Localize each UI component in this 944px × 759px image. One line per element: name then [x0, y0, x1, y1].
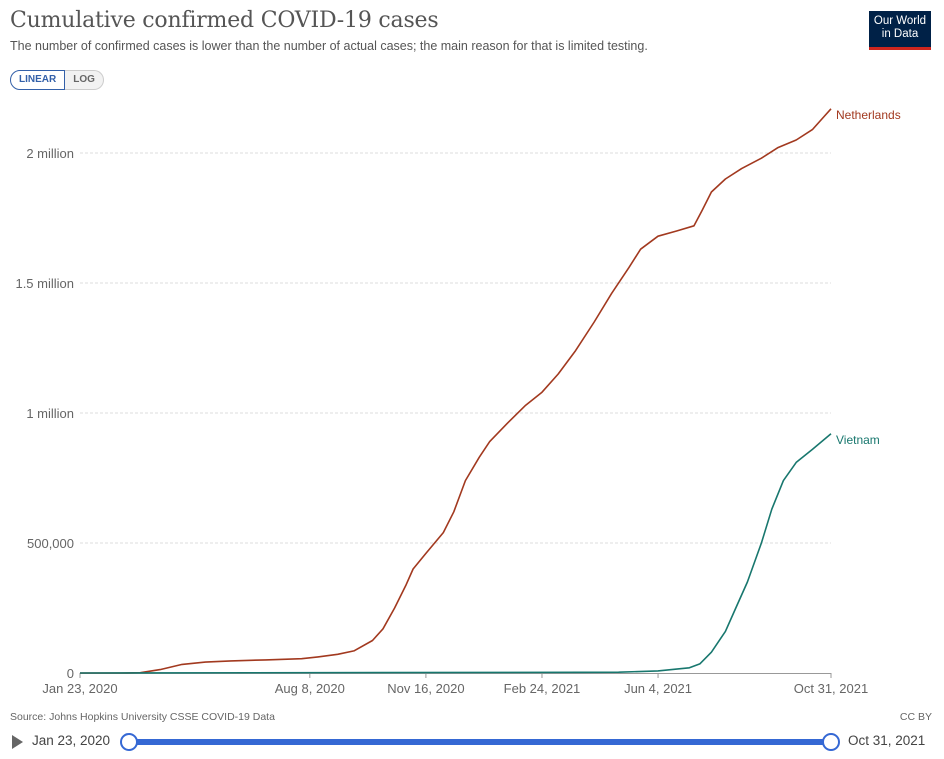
- logo-line-2: in Data: [881, 28, 919, 40]
- x-tick-label: Oct 31, 2021: [794, 681, 868, 696]
- chart-title: Cumulative confirmed COVID-19 cases: [10, 8, 439, 33]
- line-chart: 0 500,000 1 million 1.5 million 2 million Ja…: [15, 108, 901, 696]
- series-line-vietnam[interactable]: [79, 433, 832, 674]
- x-tick-label: Nov 16, 2020: [387, 681, 464, 696]
- grid-lines: [80, 152, 831, 544]
- series-label-vietnam[interactable]: Vietnam: [836, 433, 880, 447]
- timeline-track[interactable]: [129, 739, 831, 745]
- x-tick-label: Aug 8, 2020: [275, 681, 345, 696]
- y-axis-tick-labels: 0 500,000 1 million 1.5 million 2 million: [15, 146, 74, 681]
- log-scale-button[interactable]: LOG: [65, 70, 104, 90]
- y-tick-label: 2 million: [26, 146, 74, 161]
- timeline-start-label: Jan 23, 2020: [32, 733, 111, 748]
- y-tick-label: 1 million: [26, 406, 74, 421]
- logo-accent-bar: [869, 47, 931, 50]
- license-link[interactable]: CC BY: [899, 711, 932, 723]
- timeline-end-label: Oct 31, 2021: [848, 733, 926, 748]
- series-line-netherlands[interactable]: [80, 108, 832, 674]
- series-end-labels: Netherlands Vietnam: [836, 108, 901, 447]
- owid-logo[interactable]: Our World in Data: [869, 11, 931, 50]
- logo-line-1: Our World: [873, 15, 927, 27]
- scale-toggle: LINEAR LOG: [10, 70, 104, 90]
- x-tick-label: Jan 23, 2020: [42, 681, 117, 696]
- source-note[interactable]: Source: Johns Hopkins University CSSE CO…: [10, 711, 275, 723]
- y-tick-label: 1.5 million: [15, 276, 74, 291]
- x-tick-label: Jun 4, 2021: [624, 681, 692, 696]
- y-tick-label: 0: [67, 666, 74, 681]
- x-axis-tick-labels: Jan 23, 2020 Aug 8, 2020 Nov 16, 2020 Feb 2…: [42, 673, 868, 696]
- timeline-slider: Jan 23, 2020 Oct 31, 2021: [0, 728, 944, 759]
- timeline-end-handle[interactable]: [822, 733, 840, 751]
- linear-scale-button[interactable]: LINEAR: [10, 70, 66, 90]
- timeline-start-handle[interactable]: [120, 733, 138, 751]
- series-label-netherlands[interactable]: Netherlands: [836, 108, 901, 122]
- y-tick-label: 500,000: [27, 536, 74, 551]
- play-icon[interactable]: [12, 735, 23, 749]
- chart-subtitle: The number of confirmed cases is lower t…: [10, 39, 648, 53]
- x-tick-label: Feb 24, 2021: [504, 681, 581, 696]
- series-lines: [79, 108, 832, 674]
